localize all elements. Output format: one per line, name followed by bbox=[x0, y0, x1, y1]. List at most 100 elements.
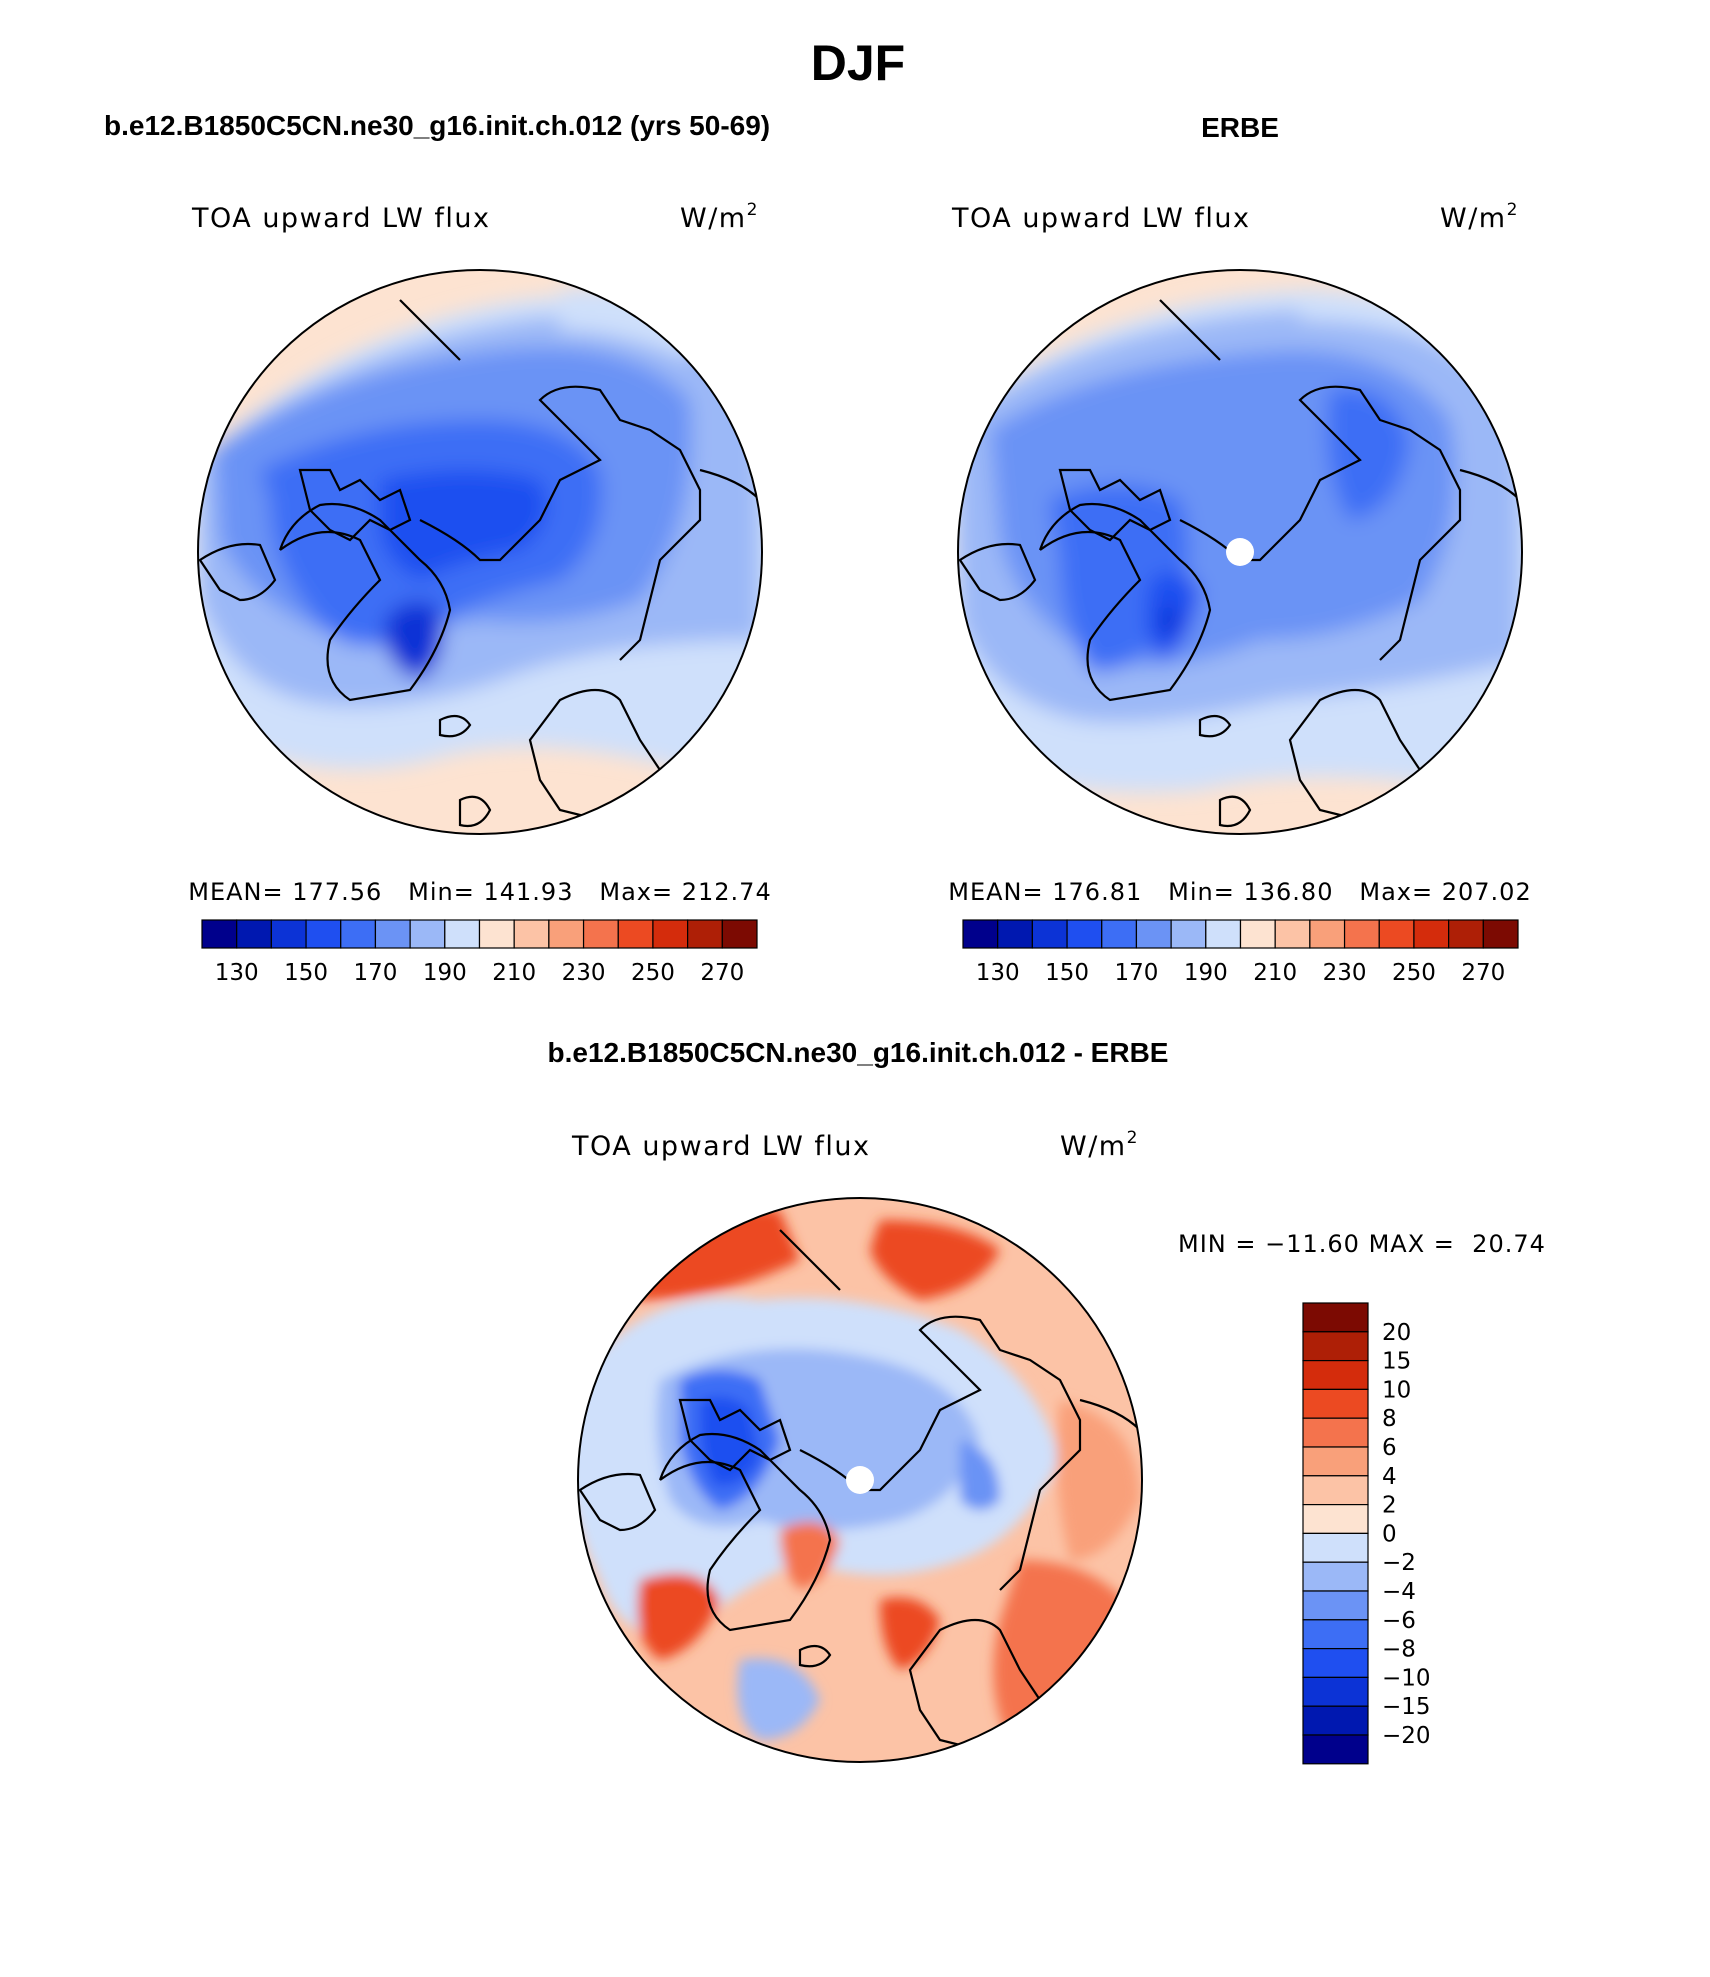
model-colorbar-label: 230 bbox=[562, 960, 606, 986]
diff-units-label: W/m2 bbox=[1060, 1128, 1139, 1162]
diff-colorbar-label: −6 bbox=[1382, 1608, 1416, 1634]
obs-colorbar-box bbox=[1066, 919, 1103, 949]
obs-colorbar-box bbox=[962, 919, 999, 949]
diff-colorbar-label: −4 bbox=[1382, 1579, 1416, 1605]
obs-units-label: W/m2 bbox=[1440, 200, 1519, 234]
model-panel: TOA upward LW flux W/m2 bbox=[188, 200, 771, 986]
model-colorbar-box bbox=[687, 919, 723, 949]
model-colorbar-box bbox=[548, 919, 585, 949]
diff-colorbar-box bbox=[1302, 1446, 1369, 1477]
obs-colorbar-box bbox=[1031, 919, 1068, 949]
obs-colorbar-label: 270 bbox=[1461, 960, 1505, 986]
obs-colorbar: 130 150 170 190 210 230 250 270 bbox=[962, 919, 1519, 986]
obs-colorbar-label: 130 bbox=[976, 960, 1020, 986]
model-colorbar-box bbox=[409, 919, 446, 949]
diff-colorbar-box bbox=[1302, 1359, 1369, 1390]
obs-colorbar-box bbox=[1135, 919, 1172, 949]
obs-colorbar-label: 250 bbox=[1392, 960, 1436, 986]
obs-colorbar-box bbox=[1482, 919, 1519, 949]
model-variable-label: TOA upward LW flux bbox=[191, 203, 491, 234]
obs-colorbar-box bbox=[1309, 919, 1346, 949]
diff-colorbar-box bbox=[1302, 1417, 1369, 1448]
diff-colorbar-label: 4 bbox=[1382, 1464, 1397, 1490]
model-coastlines bbox=[198, 299, 761, 828]
diff-colorbar-box bbox=[1302, 1590, 1369, 1621]
model-colorbar-box bbox=[444, 919, 481, 949]
diff-map-border bbox=[577, 1197, 1143, 1763]
obs-colorbar-box bbox=[1274, 919, 1311, 949]
model-colorbar-label: 190 bbox=[423, 960, 467, 986]
obs-panel-header: ERBE bbox=[1201, 112, 1279, 143]
model-stats: MEAN= 177.56 Min= 141.93 Max= 212.74 bbox=[188, 878, 771, 906]
diff-colorbar-box bbox=[1302, 1705, 1369, 1736]
model-colorbar-label: 210 bbox=[492, 960, 536, 986]
diff-colorbar-label: −2 bbox=[1382, 1550, 1416, 1576]
model-map-border bbox=[197, 269, 763, 835]
model-colorbar-box bbox=[340, 919, 377, 949]
model-colorbar-label: 170 bbox=[353, 960, 397, 986]
diff-colorbar-label: −10 bbox=[1382, 1665, 1431, 1691]
diff-colorbar-label: 8 bbox=[1382, 1406, 1397, 1432]
obs-colorbar-label: 150 bbox=[1045, 960, 1089, 986]
obs-colorbar-box bbox=[997, 919, 1033, 949]
diff-pole-mask bbox=[846, 1466, 874, 1494]
diff-colorbar-box bbox=[1302, 1561, 1369, 1592]
obs-colorbar-box bbox=[1343, 919, 1380, 949]
obs-colorbar-box bbox=[1239, 919, 1276, 949]
model-colorbar-label: 250 bbox=[631, 960, 675, 986]
diff-colorbar-label: −20 bbox=[1382, 1723, 1431, 1749]
obs-colorbar-box bbox=[1205, 919, 1242, 949]
diff-colorbar-box bbox=[1302, 1503, 1369, 1534]
diff-colorbar-label: −15 bbox=[1382, 1694, 1431, 1720]
diff-colorbar-box bbox=[1302, 1388, 1369, 1419]
obs-colorbar-box bbox=[1101, 919, 1138, 949]
diff-colorbar-label: −8 bbox=[1382, 1637, 1416, 1663]
model-colorbar-label: 150 bbox=[284, 960, 328, 986]
model-colorbar-box bbox=[236, 919, 272, 949]
diff-colorbar-box bbox=[1302, 1676, 1369, 1707]
model-colorbar-box bbox=[721, 919, 758, 949]
model-colorbar-box bbox=[374, 919, 411, 949]
obs-variable-label: TOA upward LW flux bbox=[951, 203, 1251, 234]
diff-minmax: MIN = −11.60 MAX = 20.74 bbox=[1178, 1230, 1546, 1258]
diff-variable-label: TOA upward LW flux bbox=[571, 1131, 871, 1162]
obs-colorbar-box bbox=[1378, 919, 1415, 949]
obs-colorbar-label: 190 bbox=[1184, 960, 1228, 986]
model-colorbar-label: 270 bbox=[700, 960, 744, 986]
model-colorbar-box bbox=[201, 919, 238, 949]
diff-colorbar-label: 20 bbox=[1382, 1320, 1411, 1346]
diff-colorbar-box bbox=[1302, 1331, 1369, 1362]
diff-colorbar-label: 0 bbox=[1382, 1521, 1397, 1547]
diff-panel: TOA upward LW flux W/m2 bbox=[571, 1128, 1546, 1765]
model-colorbar-box bbox=[270, 919, 307, 949]
diff-colorbar-box bbox=[1302, 1647, 1369, 1678]
obs-colorbar-label: 170 bbox=[1114, 960, 1158, 986]
diff-colorbar-label: 10 bbox=[1382, 1377, 1411, 1403]
obs-stats: MEAN= 176.81 Min= 136.80 Max= 207.02 bbox=[948, 878, 1531, 906]
model-colorbar-box bbox=[478, 919, 515, 949]
obs-coastlines bbox=[958, 299, 1521, 828]
obs-panel: TOA upward LW flux W/m2 bbox=[948, 200, 1531, 986]
diff-coastlines bbox=[578, 1229, 1141, 1752]
diff-panel-header: b.e12.B1850C5CN.ne30_g16.init.ch.012 - E… bbox=[548, 1037, 1169, 1068]
model-map bbox=[198, 270, 762, 834]
model-colorbar: 130 150 170 190 210 230 250 270 bbox=[201, 919, 758, 986]
figure-title: DJF bbox=[811, 35, 905, 91]
model-colorbar-box bbox=[617, 919, 654, 949]
diff-colorbar-box bbox=[1302, 1532, 1369, 1563]
model-colorbar-box bbox=[582, 919, 619, 949]
obs-colorbar-box bbox=[1170, 919, 1207, 949]
diff-colorbar-label: 15 bbox=[1382, 1349, 1411, 1375]
model-panel-header: b.e12.B1850C5CN.ne30_g16.init.ch.012 (yr… bbox=[104, 110, 770, 141]
obs-colorbar-label: 230 bbox=[1323, 960, 1367, 986]
diff-colorbar-box bbox=[1302, 1619, 1369, 1650]
model-units-label: W/m2 bbox=[680, 200, 759, 234]
obs-colorbar-label: 210 bbox=[1253, 960, 1297, 986]
model-colorbar-box bbox=[652, 919, 689, 949]
obs-pole-mask bbox=[1226, 538, 1254, 566]
obs-colorbar-box bbox=[1448, 919, 1484, 949]
diff-colorbar-box bbox=[1302, 1475, 1369, 1506]
model-colorbar-box bbox=[305, 919, 342, 949]
